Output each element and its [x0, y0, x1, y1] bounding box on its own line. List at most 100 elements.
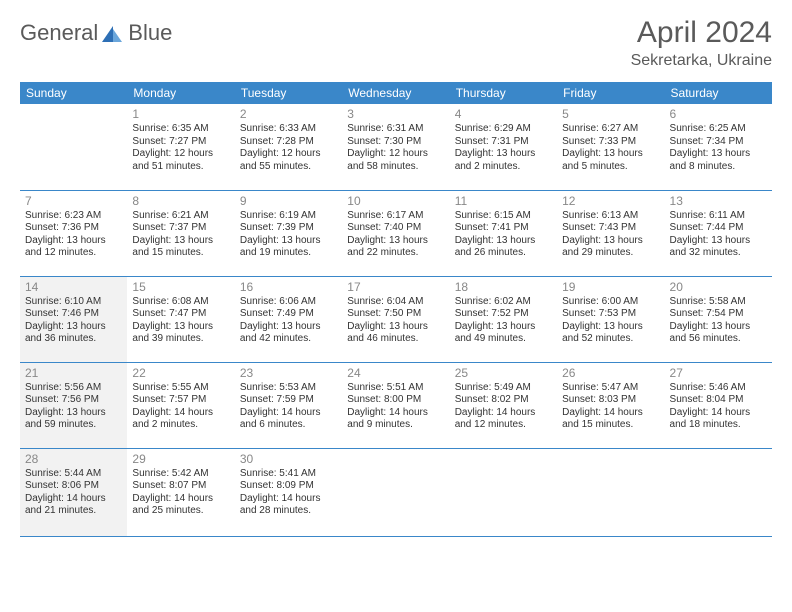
calendar-day-cell: 26Sunrise: 5:47 AMSunset: 8:03 PMDayligh…	[557, 362, 664, 448]
sunrise-text: Sunrise: 6:04 AM	[347, 296, 444, 309]
daylight-text: Daylight: 12 hours and 58 minutes.	[347, 148, 444, 173]
day-number: 16	[240, 280, 337, 294]
calendar-day-cell: 27Sunrise: 5:46 AMSunset: 8:04 PMDayligh…	[665, 362, 772, 448]
calendar-day-cell: 11Sunrise: 6:15 AMSunset: 7:41 PMDayligh…	[450, 190, 557, 276]
calendar-week-row: 7Sunrise: 6:23 AMSunset: 7:36 PMDaylight…	[20, 190, 772, 276]
calendar-day-cell	[20, 104, 127, 190]
calendar-day-cell	[450, 448, 557, 536]
weekday-header: Tuesday	[235, 82, 342, 104]
weekday-header: Friday	[557, 82, 664, 104]
calendar-week-row: 1Sunrise: 6:35 AMSunset: 7:27 PMDaylight…	[20, 104, 772, 190]
weekday-header: Monday	[127, 82, 234, 104]
daylight-text: Daylight: 13 hours and 29 minutes.	[562, 235, 659, 260]
sunset-text: Sunset: 7:46 PM	[25, 308, 122, 321]
daylight-text: Daylight: 13 hours and 59 minutes.	[25, 407, 122, 432]
calendar-day-cell	[342, 448, 449, 536]
sunset-text: Sunset: 7:56 PM	[25, 394, 122, 407]
day-number: 14	[25, 280, 122, 294]
day-number: 20	[670, 280, 767, 294]
calendar-day-cell: 16Sunrise: 6:06 AMSunset: 7:49 PMDayligh…	[235, 276, 342, 362]
daylight-text: Daylight: 13 hours and 46 minutes.	[347, 321, 444, 346]
calendar-day-cell: 25Sunrise: 5:49 AMSunset: 8:02 PMDayligh…	[450, 362, 557, 448]
sunrise-text: Sunrise: 5:41 AM	[240, 468, 337, 481]
day-number: 15	[132, 280, 229, 294]
calendar-day-cell: 9Sunrise: 6:19 AMSunset: 7:39 PMDaylight…	[235, 190, 342, 276]
daylight-text: Daylight: 13 hours and 39 minutes.	[132, 321, 229, 346]
sunrise-text: Sunrise: 6:35 AM	[132, 123, 229, 136]
sunrise-text: Sunrise: 6:06 AM	[240, 296, 337, 309]
sunset-text: Sunset: 7:30 PM	[347, 136, 444, 149]
daylight-text: Daylight: 13 hours and 8 minutes.	[670, 148, 767, 173]
sunset-text: Sunset: 7:34 PM	[670, 136, 767, 149]
daylight-text: Daylight: 13 hours and 15 minutes.	[132, 235, 229, 260]
calendar-body: 1Sunrise: 6:35 AMSunset: 7:27 PMDaylight…	[20, 104, 772, 536]
day-number: 13	[670, 194, 767, 208]
sunset-text: Sunset: 7:44 PM	[670, 222, 767, 235]
logo: General Blue	[20, 16, 172, 46]
calendar-week-row: 28Sunrise: 5:44 AMSunset: 8:06 PMDayligh…	[20, 448, 772, 536]
day-number: 21	[25, 366, 122, 380]
title-block: April 2024 Sekretarka, Ukraine	[631, 16, 772, 70]
sunset-text: Sunset: 8:00 PM	[347, 394, 444, 407]
sunrise-text: Sunrise: 6:21 AM	[132, 210, 229, 223]
sunset-text: Sunset: 8:02 PM	[455, 394, 552, 407]
day-number: 3	[347, 107, 444, 121]
sunset-text: Sunset: 8:03 PM	[562, 394, 659, 407]
calendar-day-cell: 4Sunrise: 6:29 AMSunset: 7:31 PMDaylight…	[450, 104, 557, 190]
sunrise-text: Sunrise: 6:02 AM	[455, 296, 552, 309]
calendar-day-cell	[665, 448, 772, 536]
sunrise-text: Sunrise: 6:25 AM	[670, 123, 767, 136]
day-number: 25	[455, 366, 552, 380]
day-number: 2	[240, 107, 337, 121]
sunrise-text: Sunrise: 5:58 AM	[670, 296, 767, 309]
sunrise-text: Sunrise: 6:13 AM	[562, 210, 659, 223]
month-title: April 2024	[631, 16, 772, 50]
day-number: 17	[347, 280, 444, 294]
sunrise-text: Sunrise: 6:23 AM	[25, 210, 122, 223]
calendar-day-cell: 29Sunrise: 5:42 AMSunset: 8:07 PMDayligh…	[127, 448, 234, 536]
sunrise-text: Sunrise: 5:55 AM	[132, 382, 229, 395]
sunrise-text: Sunrise: 6:27 AM	[562, 123, 659, 136]
daylight-text: Daylight: 14 hours and 6 minutes.	[240, 407, 337, 432]
sunrise-text: Sunrise: 5:44 AM	[25, 468, 122, 481]
day-number: 1	[132, 107, 229, 121]
day-number: 28	[25, 452, 122, 466]
day-number: 10	[347, 194, 444, 208]
calendar-day-cell: 22Sunrise: 5:55 AMSunset: 7:57 PMDayligh…	[127, 362, 234, 448]
sunset-text: Sunset: 7:43 PM	[562, 222, 659, 235]
calendar-header-row: SundayMondayTuesdayWednesdayThursdayFrid…	[20, 82, 772, 104]
daylight-text: Daylight: 14 hours and 15 minutes.	[562, 407, 659, 432]
calendar-day-cell: 21Sunrise: 5:56 AMSunset: 7:56 PMDayligh…	[20, 362, 127, 448]
sunrise-text: Sunrise: 5:46 AM	[670, 382, 767, 395]
daylight-text: Daylight: 14 hours and 2 minutes.	[132, 407, 229, 432]
daylight-text: Daylight: 13 hours and 49 minutes.	[455, 321, 552, 346]
sunset-text: Sunset: 7:49 PM	[240, 308, 337, 321]
sunset-text: Sunset: 8:04 PM	[670, 394, 767, 407]
sunrise-text: Sunrise: 6:33 AM	[240, 123, 337, 136]
daylight-text: Daylight: 13 hours and 26 minutes.	[455, 235, 552, 260]
sunrise-text: Sunrise: 5:49 AM	[455, 382, 552, 395]
sunrise-text: Sunrise: 5:51 AM	[347, 382, 444, 395]
sunrise-text: Sunrise: 6:11 AM	[670, 210, 767, 223]
calendar-day-cell: 28Sunrise: 5:44 AMSunset: 8:06 PMDayligh…	[20, 448, 127, 536]
calendar-day-cell: 1Sunrise: 6:35 AMSunset: 7:27 PMDaylight…	[127, 104, 234, 190]
sunrise-text: Sunrise: 6:29 AM	[455, 123, 552, 136]
calendar-day-cell: 7Sunrise: 6:23 AMSunset: 7:36 PMDaylight…	[20, 190, 127, 276]
sunset-text: Sunset: 7:39 PM	[240, 222, 337, 235]
day-number: 24	[347, 366, 444, 380]
calendar-day-cell	[557, 448, 664, 536]
calendar-day-cell: 15Sunrise: 6:08 AMSunset: 7:47 PMDayligh…	[127, 276, 234, 362]
calendar-day-cell: 24Sunrise: 5:51 AMSunset: 8:00 PMDayligh…	[342, 362, 449, 448]
calendar-day-cell: 14Sunrise: 6:10 AMSunset: 7:46 PMDayligh…	[20, 276, 127, 362]
calendar-day-cell: 8Sunrise: 6:21 AMSunset: 7:37 PMDaylight…	[127, 190, 234, 276]
weekday-header: Wednesday	[342, 82, 449, 104]
logo-text-b: Blue	[128, 20, 172, 46]
calendar-day-cell: 10Sunrise: 6:17 AMSunset: 7:40 PMDayligh…	[342, 190, 449, 276]
sunset-text: Sunset: 7:41 PM	[455, 222, 552, 235]
sunset-text: Sunset: 8:06 PM	[25, 480, 122, 493]
day-number: 11	[455, 194, 552, 208]
sunset-text: Sunset: 8:07 PM	[132, 480, 229, 493]
day-number: 18	[455, 280, 552, 294]
sunset-text: Sunset: 7:57 PM	[132, 394, 229, 407]
sunrise-text: Sunrise: 6:10 AM	[25, 296, 122, 309]
